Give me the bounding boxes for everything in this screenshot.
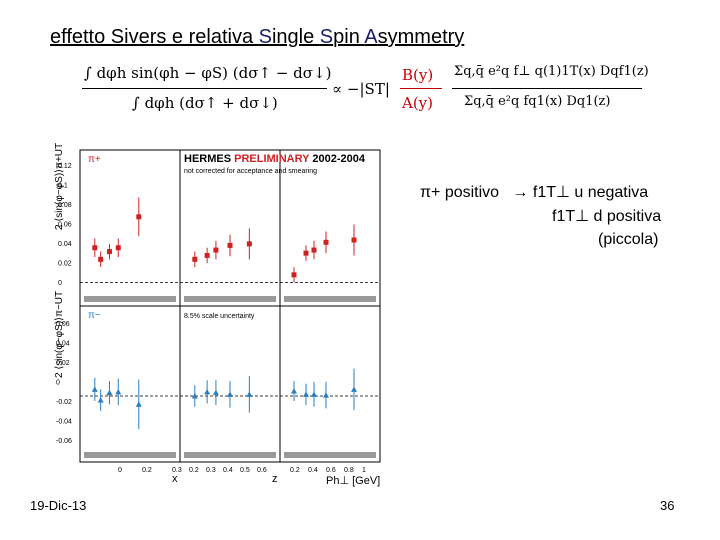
- x-tick-label-pt: 0.8: [344, 467, 354, 474]
- data-point-pi-minus: [135, 401, 142, 407]
- y-tick-label-bottom: -0.06: [56, 438, 72, 445]
- data-point-pi-plus: [106, 249, 112, 255]
- data-point-pi-plus: [323, 239, 329, 245]
- data-point-pi-plus: [204, 252, 210, 258]
- x-label-pt: Ph⊥ [GeV]: [326, 475, 380, 487]
- x-tick-label-pt: 1: [362, 467, 366, 474]
- figure-subheader: not corrected for acceptance and smearin…: [184, 168, 317, 175]
- slide-date: 19-Dic-13: [30, 498, 87, 513]
- y-tick-label-top: 0.08: [58, 202, 72, 209]
- note-line-1: π+ positivo → f1T⊥ u negativa: [420, 184, 649, 201]
- figure-header: HERMES PRELIMINARY 2002-2004: [184, 153, 366, 165]
- sivers-formula: ∫ dφh sin(φh − φS) (dσ↑ − dσ↓) ∫ dφh (dσ…: [82, 62, 649, 124]
- formula-numerator: ∫ dφh sin(φh − φS) (dσ↑ − dσ↓): [84, 64, 332, 82]
- y-tick-label-bottom: 0.06: [56, 321, 70, 328]
- data-point-pi-minus: [106, 389, 113, 396]
- data-point-pi-minus: [97, 397, 104, 403]
- data-point-pi-minus: [246, 391, 253, 397]
- y-tick-label-bottom: 0.04: [56, 341, 70, 348]
- systematic-band: [184, 296, 276, 302]
- y-label-top: 2 ⟨sin(φ−φS)⟩π+UT: [54, 143, 65, 230]
- sum-line: [452, 88, 642, 89]
- formula-sum-denominator: Σq,q̄ e²q fq1(x) Dq1(z): [464, 94, 611, 109]
- data-point-pi-plus: [311, 247, 317, 253]
- x-label-x: x: [172, 473, 178, 485]
- data-point-pi-plus: [98, 256, 104, 262]
- formula-b-y: B(y): [402, 66, 434, 84]
- y-tick-label-top: 0.06: [58, 222, 72, 229]
- x-tick-label-pt: 0.4: [308, 467, 318, 474]
- y-tick-label-top: 0.02: [58, 261, 72, 268]
- systematic-band: [184, 452, 276, 458]
- x-tick-label-pt: 0.2: [290, 467, 300, 474]
- data-point-pi-minus: [303, 391, 309, 397]
- y-tick-label-bottom: 0: [56, 380, 60, 387]
- data-point-pi-plus: [115, 245, 121, 251]
- pi-plus-label: π+: [88, 154, 101, 165]
- data-point-pi-minus: [311, 391, 317, 397]
- x-tick-label-x: 0: [118, 467, 122, 474]
- systematic-band: [84, 452, 176, 458]
- data-point-pi-plus: [136, 214, 142, 220]
- x-tick-label-z: 0.3: [206, 467, 216, 474]
- formula-denominator: ∫ dφh (dσ↑ + dσ↓): [132, 94, 278, 112]
- y-tick-label-top: 0.1: [58, 183, 68, 190]
- scale-uncertainty-note: 8.5% scale uncertainty: [184, 313, 255, 320]
- data-point-pi-plus: [351, 237, 357, 243]
- systematic-band: [284, 296, 376, 302]
- x-tick-label-z: 0.5: [240, 467, 250, 474]
- systematic-band: [84, 296, 176, 302]
- data-point-pi-minus: [227, 391, 233, 397]
- bottom-frame: [79, 305, 381, 463]
- data-point-pi-minus: [191, 393, 198, 399]
- data-point-pi-minus: [91, 386, 98, 392]
- y-tick-label-top: 0: [58, 280, 62, 287]
- data-point-pi-plus: [291, 272, 297, 278]
- data-point-pi-minus: [291, 388, 297, 394]
- data-point-pi-plus: [192, 256, 198, 262]
- data-point-pi-minus: [204, 388, 211, 395]
- data-point-pi-plus: [246, 241, 252, 247]
- data-point-pi-minus: [115, 388, 122, 395]
- y-label-bottom: 2 ⟨sin(φ−φS)⟩π−UT: [54, 291, 65, 378]
- formula-a-y: A(y): [402, 94, 434, 112]
- slide-title: effetto Sivers e relativa Single Spin As…: [50, 26, 465, 48]
- x-tick-label-z: 0.3: [172, 467, 182, 474]
- fraction-line: [82, 88, 327, 89]
- data-point-pi-minus: [351, 386, 357, 392]
- data-point-pi-minus: [323, 392, 329, 398]
- data-point-pi-plus: [303, 250, 309, 256]
- y-tick-label-top: 0.12: [58, 163, 72, 170]
- x-tick-label-z: 0.4: [223, 467, 233, 474]
- pi-minus-label: π−: [88, 310, 101, 321]
- slide-page-number: 36: [660, 498, 675, 513]
- note-line-2: f1T⊥ d positiva: [552, 208, 662, 225]
- x-label-z: z: [272, 473, 278, 485]
- formula-sum-numerator: Σq,q̄ e²q f⊥ q(1)1T(x) Dqf1(z): [454, 64, 649, 79]
- x-tick-label-x: 0.2: [142, 467, 152, 474]
- x-tick-label-z: 0.2: [189, 467, 199, 474]
- y-tick-label-bottom: 0.02: [56, 360, 70, 367]
- y-tick-label-top: 0.04: [58, 241, 72, 248]
- data-point-pi-plus: [227, 242, 233, 248]
- y-tick-label-bottom: -0.04: [56, 419, 72, 426]
- note-line-3: (piccola): [598, 231, 659, 248]
- x-tick-label-z: 0.6: [257, 467, 267, 474]
- ratio-line: [400, 88, 442, 89]
- data-point-pi-plus: [92, 245, 98, 251]
- data-point-pi-plus: [213, 247, 219, 253]
- systematic-band: [284, 452, 376, 458]
- data-point-pi-minus: [212, 389, 219, 396]
- x-tick-label-pt: 0.6: [326, 467, 336, 474]
- y-tick-label-bottom: -0.02: [56, 399, 72, 406]
- formula-proportional: ∝ −|ST|: [332, 80, 390, 98]
